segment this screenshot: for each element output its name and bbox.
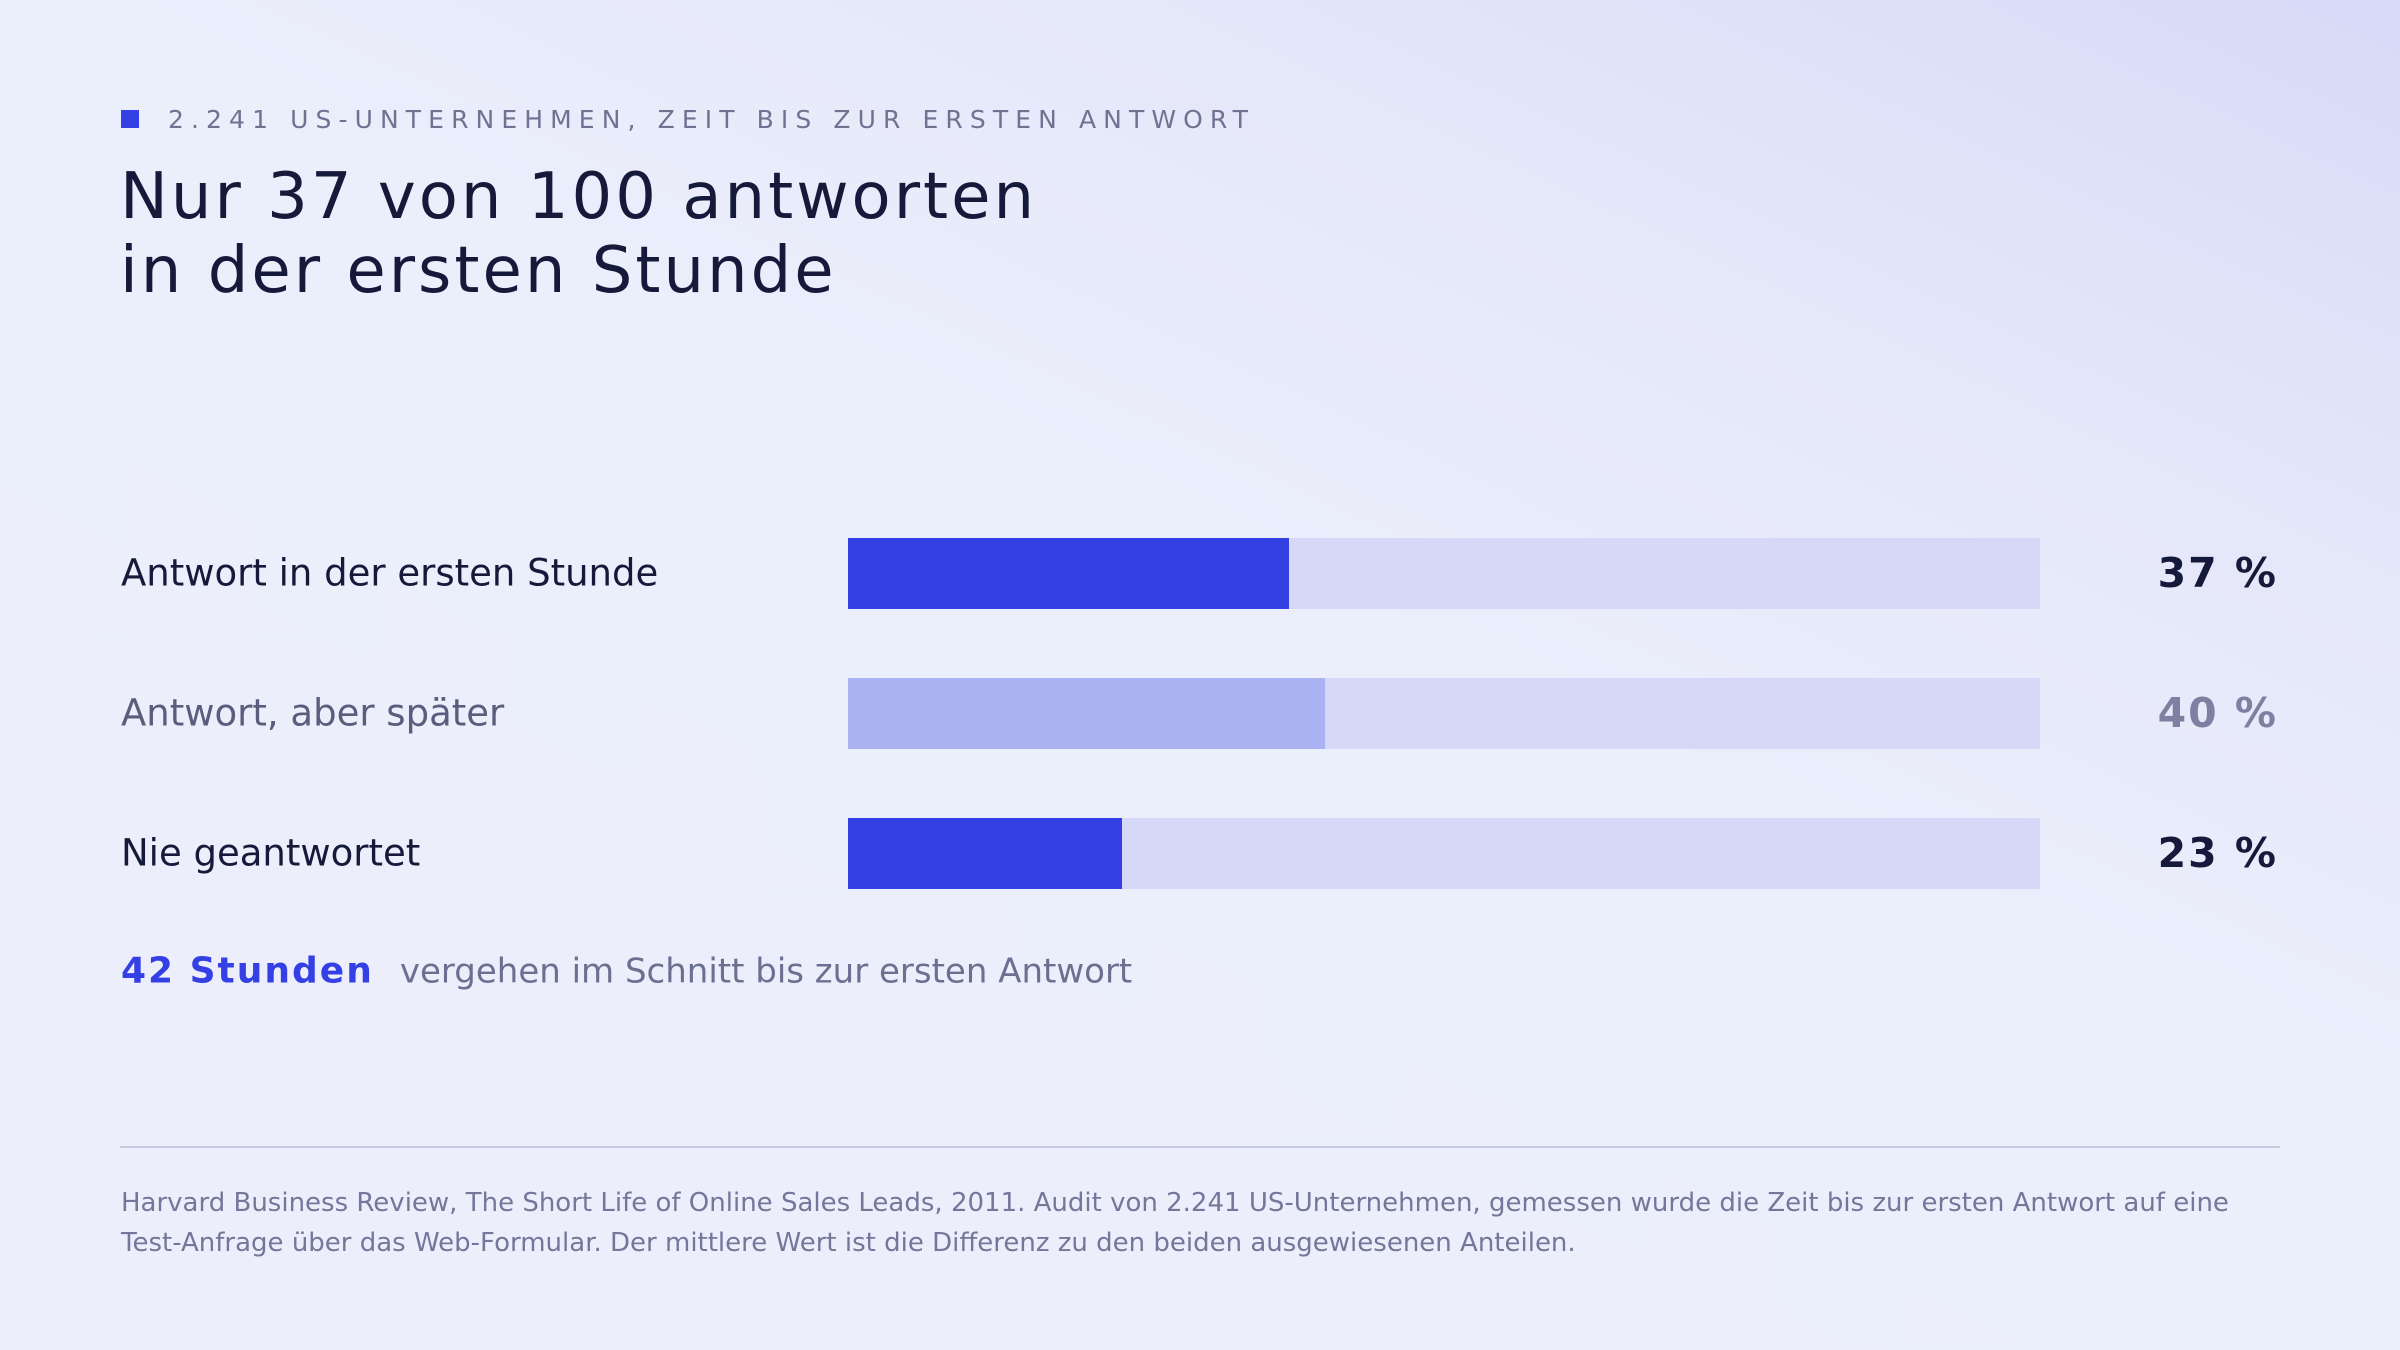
eyebrow-text: 2.241 US-UNTERNEHMEN, ZEIT BIS ZUR ERSTE… xyxy=(168,104,1255,134)
eyebrow: 2.241 US-UNTERNEHMEN, ZEIT BIS ZUR ERSTE… xyxy=(121,104,1255,134)
bar-label: Antwort in der ersten Stunde xyxy=(121,551,659,595)
bar-label: Antwort, aber später xyxy=(121,691,505,735)
bar xyxy=(848,678,1325,749)
bar xyxy=(848,818,1122,889)
chart-title: Nur 37 von 100 antworten in der ersten S… xyxy=(120,160,1037,308)
title-line-2: in der ersten Stunde xyxy=(120,234,837,308)
bar-track xyxy=(848,678,2040,749)
bar-track xyxy=(848,538,2040,609)
bar-value-label: 40 % xyxy=(2157,689,2278,737)
average-note: 42 Stunden vergehen im Schnitt bis zur e… xyxy=(121,951,1132,992)
source-note: Harvard Business Review, The Short Life … xyxy=(121,1188,2229,1258)
eyebrow-square-icon xyxy=(121,110,139,128)
bar-value-label: 23 % xyxy=(2157,829,2278,877)
note-text: vergehen im Schnitt bis zur ersten Antwo… xyxy=(399,951,1133,992)
bar-track xyxy=(848,818,2040,889)
bar-value-label: 37 % xyxy=(2157,549,2278,597)
bar xyxy=(848,538,1289,609)
divider xyxy=(120,1146,2280,1148)
bar-label: Nie geantwortet xyxy=(121,831,421,875)
title-line-1: Nur 37 von 100 antworten xyxy=(120,160,1038,234)
note-highlight: 42 Stunden xyxy=(121,950,374,992)
